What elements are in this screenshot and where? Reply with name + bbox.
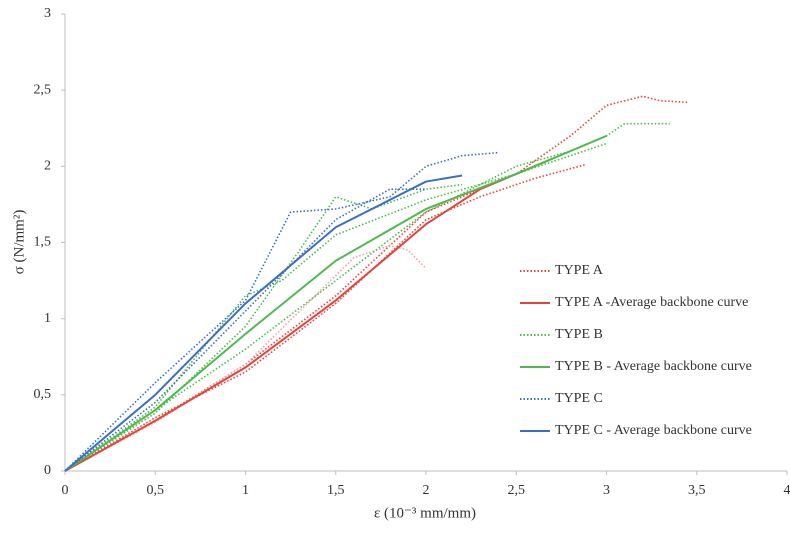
legend-label: TYPE C - Average backbone curve	[555, 423, 752, 438]
legend-label: TYPE C	[555, 391, 603, 406]
series-line	[65, 96, 688, 471]
legend-label: TYPE B	[555, 327, 603, 342]
y-tick-label: 1,5	[34, 235, 52, 250]
y-tick-label: 1	[44, 311, 51, 326]
x-tick-label: 4	[784, 483, 790, 498]
x-tick-label: 2	[423, 483, 430, 498]
y-tick-label: 2	[44, 159, 51, 174]
legend-label: TYPE A -Average backbone curve	[555, 295, 748, 310]
series-line	[65, 189, 426, 471]
series-line	[65, 185, 462, 471]
y-axis-label: σ (N/mm²)	[11, 210, 27, 275]
legend-label: TYPE A	[555, 263, 604, 278]
series-line	[65, 165, 585, 471]
series-line	[65, 143, 607, 471]
x-axis-label: ε (10⁻³ mm/mm)	[374, 505, 476, 521]
legend-label: TYPE B - Average backbone curve	[555, 359, 752, 374]
y-tick-label: 3	[44, 6, 51, 21]
x-tick-label: 1,5	[327, 483, 345, 498]
x-tick-label: 3	[603, 483, 610, 498]
series-line	[65, 159, 552, 471]
y-tick-label: 2,5	[34, 82, 52, 97]
y-tick-label: 0,5	[34, 387, 52, 402]
x-tick-label: 0	[62, 483, 69, 498]
x-tick-label: 0,5	[147, 483, 165, 498]
x-tick-label: 1	[242, 483, 249, 498]
series-line	[65, 153, 498, 471]
x-tick-label: 3,5	[688, 483, 706, 498]
x-tick-label: 2,5	[508, 483, 526, 498]
y-tick-label: 0	[44, 463, 51, 478]
